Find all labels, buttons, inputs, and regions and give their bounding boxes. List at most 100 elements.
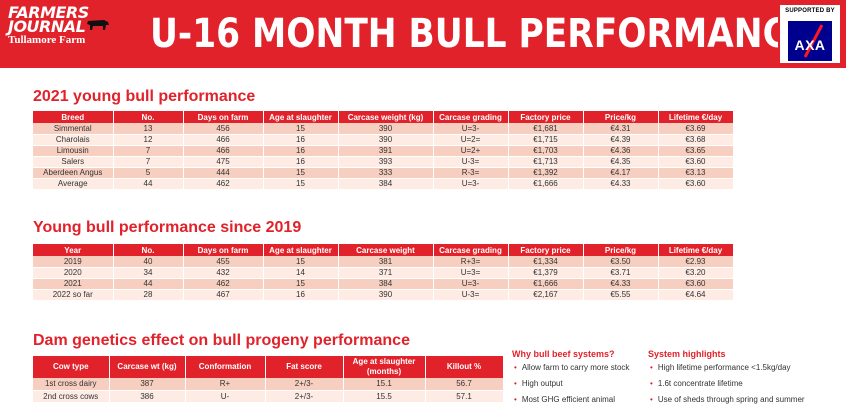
- section3-title: Dam genetics effect on bull progeny perf…: [33, 332, 410, 349]
- table-cell: 2021: [33, 278, 114, 290]
- table-cell: €4.35: [583, 156, 659, 168]
- table-cell: €1,666: [508, 178, 584, 190]
- table-cell: 333: [338, 167, 434, 179]
- sponsor-label: SUPPORTED BY: [785, 8, 835, 14]
- table-cell: 15.5: [343, 390, 426, 403]
- table-cell: 475: [183, 156, 264, 168]
- table-row: 2021 44 462 15 384 U=3- €1,666 €4.33 €3.60: [33, 278, 734, 290]
- table-cell: 2019: [33, 256, 114, 268]
- table-cell: €3.50: [583, 256, 659, 268]
- table-cell: 384: [338, 178, 434, 190]
- table-cell: U-3=: [433, 289, 509, 301]
- table-cell: 34: [113, 267, 184, 279]
- bull-performance-2021-table: Breed No. Days on farm Age at slaughter Carc…: [33, 111, 734, 190]
- table-cell: €1,379: [508, 267, 584, 279]
- table-cell: €1,334: [508, 256, 584, 268]
- table-cell: 56.7: [425, 378, 504, 391]
- table-cell: €4.39: [583, 134, 659, 146]
- table-cell: €3.69: [658, 123, 734, 135]
- table-cell: €1,666: [508, 278, 584, 290]
- table-cell: 16: [263, 156, 339, 168]
- column-header: Age at slaughter: [263, 111, 339, 123]
- table-row: Aberdeen Angus 5 444 15 333 R-3= €1,392 €4.17 €3…: [33, 167, 734, 179]
- table-cell: Average: [33, 178, 114, 190]
- table-cell: €5.55: [583, 289, 659, 301]
- column-header: Killout %: [425, 356, 504, 378]
- column-header: Days on farm: [183, 244, 264, 256]
- table-cell: €1,715: [508, 134, 584, 146]
- table-cell: 2020: [33, 267, 114, 279]
- table-cell: €3.20: [658, 267, 734, 279]
- table-cell: R-3=: [433, 167, 509, 179]
- table-cell: Salers: [33, 156, 114, 168]
- table-cell: 462: [183, 178, 264, 190]
- table-cell: €4.64: [658, 289, 734, 301]
- header-banner: FARMERS JOURNAL Tullamore Farm U-16 MONT…: [0, 0, 846, 68]
- table-cell: 391: [338, 145, 434, 157]
- table-cell: €1,681: [508, 123, 584, 135]
- table-cell: R+3=: [433, 256, 509, 268]
- table-cell: 386: [109, 390, 186, 403]
- section2-title: Young bull performance since 2019: [33, 219, 302, 236]
- table-cell: €4.36: [583, 145, 659, 157]
- table-cell: 456: [183, 123, 264, 135]
- table-cell: 7: [113, 156, 184, 168]
- column-header: Factory price: [508, 111, 584, 123]
- table-cell: 40: [113, 256, 184, 268]
- table-cell: €2,167: [508, 289, 584, 301]
- column-header: No.: [113, 111, 184, 123]
- table-cell: 13: [113, 123, 184, 135]
- table-cell: €4.33: [583, 278, 659, 290]
- system-highlights-list: High lifetime performance <1.5kg/day1.6t…: [650, 362, 805, 410]
- column-header: Factory price: [508, 244, 584, 256]
- brand-line2: JOURNAL: [8, 17, 86, 36]
- system-highlights-title: System highlights: [648, 349, 726, 359]
- table-row: 2020 34 432 14 371 U=3= €1,379 €3.71 €3.20: [33, 267, 734, 279]
- table-cell: 16: [263, 145, 339, 157]
- table-row: Simmental 13 456 15 390 U=3- €1,681 €4.31 €3.69: [33, 123, 734, 135]
- table-cell: €4.33: [583, 178, 659, 190]
- column-header: Fat score: [265, 356, 344, 378]
- table-cell: U=3-: [433, 278, 509, 290]
- table-cell: 381: [338, 256, 434, 268]
- why-bull-beef-list: Allow farm to carry more stockHigh outpu…: [514, 362, 630, 410]
- axa-logo: AXA: [788, 21, 832, 61]
- table-cell: €3.65: [658, 145, 734, 157]
- table-cell: €1,713: [508, 156, 584, 168]
- table-cell: 28: [113, 289, 184, 301]
- column-header: No.: [113, 244, 184, 256]
- table-row: 2019 40 455 15 381 R+3= €1,334 €3.50 €2.93: [33, 256, 734, 268]
- column-header: Carcase weight (kg): [338, 111, 434, 123]
- table-header-row: Cow type Carcase wt (kg) Conformation Fat s…: [33, 356, 504, 378]
- column-header: Year: [33, 244, 114, 256]
- table-cell: 14: [263, 267, 339, 279]
- table-cell: 390: [338, 123, 434, 135]
- table-cell: €3.60: [658, 278, 734, 290]
- table-cell: 15: [263, 256, 339, 268]
- list-item: High lifetime performance <1.5kg/day: [650, 362, 805, 378]
- brand-line1: FARMERS: [8, 3, 89, 22]
- table-cell: 2+/3-: [265, 378, 344, 391]
- table-cell: 15: [263, 167, 339, 179]
- table-cell: 462: [183, 278, 264, 290]
- table-row: Salers 7 475 16 393 U-3= €1,713 €4.35 €3.60: [33, 156, 734, 168]
- table-cell: 466: [183, 134, 264, 146]
- why-bull-beef-title: Why bull beef systems?: [512, 349, 615, 359]
- sponsor-box: SUPPORTED BY AXA: [778, 3, 842, 65]
- table-row: Limousin 7 466 16 391 U=2+ €1,703 €4.36 €3.65: [33, 145, 734, 157]
- table-cell: 57.1: [425, 390, 504, 403]
- table-cell: 16: [263, 289, 339, 301]
- table-row: Charolais 12 466 16 390 U=2= €1,715 €4.39 €3.68: [33, 134, 734, 146]
- axa-logo-text: AXA: [794, 37, 826, 53]
- table-cell: 7: [113, 145, 184, 157]
- table-cell: €3.60: [658, 156, 734, 168]
- table-cell: Simmental: [33, 123, 114, 135]
- brand-line3: Tullamore Farm: [8, 34, 86, 46]
- column-header: Conformation: [185, 356, 266, 378]
- table-cell: U-3=: [433, 156, 509, 168]
- table-cell: 2+/3-: [265, 390, 344, 403]
- table-cell: Charolais: [33, 134, 114, 146]
- table-cell: 371: [338, 267, 434, 279]
- table-cell: U=3-: [433, 178, 509, 190]
- list-item: Most GHG efficient animal: [514, 394, 629, 410]
